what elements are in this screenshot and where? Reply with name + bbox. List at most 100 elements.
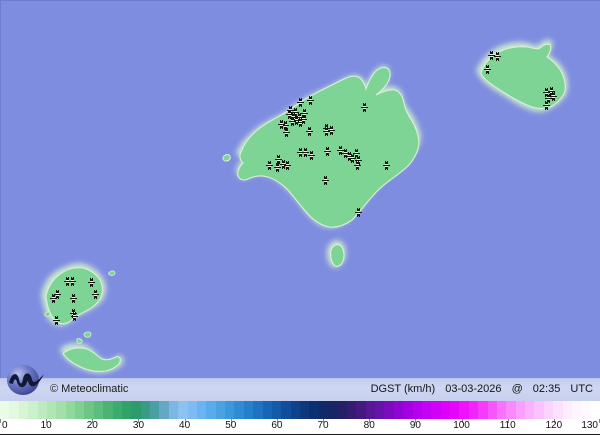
- color-scale-swatch: [581, 401, 592, 419]
- station-marker[interactable]: [354, 156, 362, 164]
- station-marker[interactable]: [283, 161, 291, 169]
- color-scale-tick-label: 50: [225, 420, 237, 431]
- station-marker[interactable]: [296, 118, 304, 126]
- station-marker-core: [279, 122, 283, 126]
- station-marker[interactable]: [307, 151, 315, 159]
- station-marker[interactable]: [289, 113, 297, 121]
- station-marker[interactable]: [295, 113, 303, 121]
- color-scale-tick-label: 90: [409, 420, 421, 431]
- color-scale-swatch: [318, 401, 329, 419]
- station-marker[interactable]: [542, 101, 550, 109]
- station-marker[interactable]: [306, 96, 314, 104]
- station-marker[interactable]: [296, 148, 304, 156]
- station-marker[interactable]: [305, 127, 313, 135]
- station-marker[interactable]: [301, 148, 309, 156]
- station-marker[interactable]: [547, 87, 555, 95]
- station-marker[interactable]: [353, 161, 361, 169]
- station-marker[interactable]: [354, 208, 362, 216]
- station-marker[interactable]: [382, 161, 390, 169]
- station-marker[interactable]: [63, 277, 71, 285]
- meteoclimatic-logo-icon[interactable]: [4, 361, 46, 397]
- color-scale-swatch: [440, 401, 451, 419]
- station-marker[interactable]: [348, 154, 356, 162]
- station-marker[interactable]: [299, 115, 307, 123]
- color-scale-swatch: [196, 401, 207, 419]
- map-canvas[interactable]: [0, 0, 600, 378]
- station-marker[interactable]: [49, 294, 57, 302]
- station-marker[interactable]: [282, 128, 290, 136]
- color-scale-swatch: [468, 401, 479, 419]
- color-scale-swatch: [37, 401, 48, 419]
- color-scale-swatch: [393, 401, 404, 419]
- station-marker[interactable]: [69, 294, 77, 302]
- color-scale-swatch: [159, 401, 170, 419]
- station-marker-core: [309, 153, 313, 157]
- station-marker-core: [329, 128, 333, 132]
- color-scale-tick-label: 110: [499, 420, 516, 431]
- color-scale-tick-label: 70: [317, 420, 329, 431]
- station-marker[interactable]: [87, 278, 95, 286]
- color-scale-swatch: [431, 401, 442, 419]
- color-scale-swatch: [281, 401, 292, 419]
- station-marker[interactable]: [285, 110, 293, 118]
- station-marker[interactable]: [70, 312, 78, 320]
- station-marker[interactable]: [542, 88, 550, 96]
- station-marker[interactable]: [341, 149, 349, 157]
- station-marker[interactable]: [281, 121, 289, 129]
- color-scale[interactable]: 0 10 20 30 40 50 60 70 80 90 100 110 120 130: [0, 401, 600, 435]
- color-scale-tick: [276, 419, 278, 423]
- station-marker[interactable]: [321, 176, 329, 184]
- station-marker[interactable]: [288, 117, 296, 125]
- station-marker[interactable]: [68, 277, 76, 285]
- station-marker[interactable]: [277, 120, 285, 128]
- station-marker-core: [284, 130, 288, 134]
- station-marker-core: [302, 111, 306, 115]
- station-marker[interactable]: [273, 163, 281, 171]
- station-marker[interactable]: [322, 127, 330, 135]
- color-scale-tick-label: 40: [179, 420, 191, 431]
- station-marker-core: [546, 96, 550, 100]
- color-scale-swatch: [534, 401, 545, 419]
- station-marker[interactable]: [52, 316, 60, 324]
- station-marker[interactable]: [549, 92, 557, 100]
- station-marker-core: [354, 151, 358, 155]
- station-marker-core: [485, 67, 489, 71]
- station-marker[interactable]: [493, 52, 501, 60]
- station-marker[interactable]: [300, 109, 308, 117]
- station-marker-core: [356, 210, 360, 214]
- station-marker[interactable]: [352, 149, 360, 157]
- station-marker[interactable]: [286, 106, 294, 114]
- station-marker-core: [325, 149, 329, 153]
- color-scale-swatch: [450, 401, 460, 419]
- station-marker[interactable]: [279, 160, 287, 168]
- station-marker[interactable]: [53, 290, 61, 298]
- color-scale-tick: [323, 419, 325, 423]
- color-scale-tick: [461, 419, 463, 423]
- station-marker[interactable]: [483, 65, 491, 73]
- station-marker[interactable]: [274, 155, 282, 163]
- color-scale-swatch: [9, 401, 20, 419]
- station-marker[interactable]: [487, 51, 495, 59]
- station-marker[interactable]: [291, 108, 299, 116]
- station-marker[interactable]: [345, 152, 353, 160]
- color-scale-swatch: [562, 401, 573, 419]
- station-marker[interactable]: [327, 126, 335, 134]
- station-marker[interactable]: [323, 147, 331, 155]
- islet-tagomago: [108, 270, 116, 276]
- color-scale-swatch: [103, 401, 114, 419]
- color-scale-swatch: [300, 401, 310, 419]
- station-marker[interactable]: [336, 146, 344, 154]
- color-scale-swatch: [253, 401, 264, 419]
- station-marker[interactable]: [296, 98, 304, 106]
- station-marker[interactable]: [292, 116, 300, 124]
- station-marker[interactable]: [69, 309, 77, 317]
- station-marker-core: [307, 129, 311, 133]
- station-marker[interactable]: [360, 103, 368, 111]
- station-marker[interactable]: [91, 290, 99, 298]
- station-marker[interactable]: [265, 161, 273, 169]
- timezone-label: UTC: [570, 383, 593, 395]
- color-scale-swatch: [506, 401, 517, 419]
- station-marker[interactable]: [544, 94, 552, 102]
- color-scale-swatch: [178, 401, 189, 419]
- color-scale-swatch: [337, 401, 348, 419]
